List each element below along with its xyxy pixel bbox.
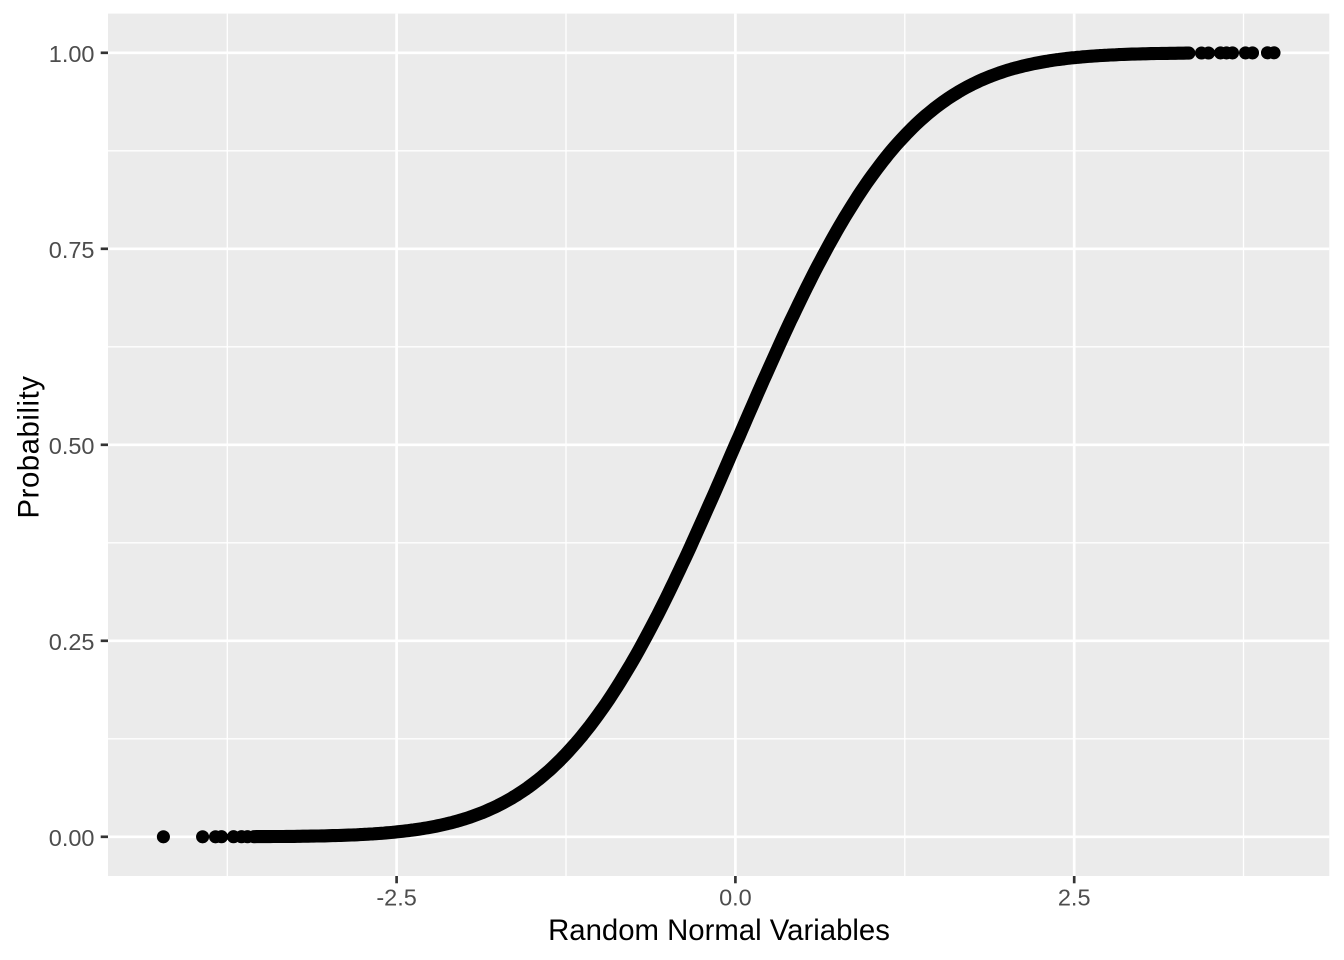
svg-text:0.50: 0.50 bbox=[49, 433, 95, 459]
svg-text:0.00: 0.00 bbox=[49, 825, 95, 851]
svg-text:0.75: 0.75 bbox=[49, 237, 95, 263]
svg-text:0.0: 0.0 bbox=[719, 885, 752, 911]
svg-text:-2.5: -2.5 bbox=[376, 885, 417, 911]
svg-text:Probability: Probability bbox=[12, 376, 45, 519]
svg-text:0.25: 0.25 bbox=[49, 629, 95, 655]
svg-text:2.5: 2.5 bbox=[1058, 885, 1091, 911]
svg-text:Random Normal Variables: Random Normal Variables bbox=[548, 914, 890, 947]
svg-text:1.00: 1.00 bbox=[49, 41, 95, 67]
